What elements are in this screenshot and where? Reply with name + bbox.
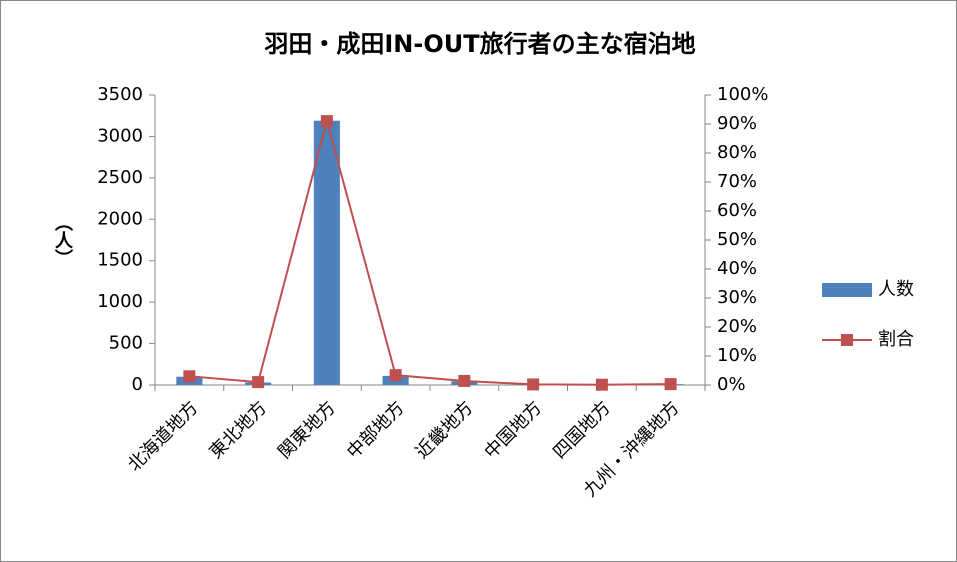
legend-label: 人数 — [878, 279, 914, 300]
y-tick-label: 3500 — [97, 84, 143, 105]
y-tick-label: 1500 — [97, 250, 143, 271]
line-marker — [389, 369, 402, 382]
legend-swatch — [822, 283, 872, 297]
y-tick-label: 3000 — [97, 125, 143, 146]
legend-marker — [841, 334, 853, 346]
y-tick-label: 2500 — [97, 167, 143, 188]
line — [189, 117, 671, 386]
y-tick-label: 500 — [109, 333, 143, 354]
y2-tick-label: 40% — [717, 258, 757, 279]
y2-tick-label: 50% — [717, 229, 757, 250]
line-marker — [320, 115, 333, 128]
y-axis-label: （人） — [52, 213, 73, 267]
y2-tick-label: 20% — [717, 316, 757, 337]
line-marker — [252, 376, 265, 389]
y2-tick-label: 70% — [717, 171, 757, 192]
y2-tick-label: 90% — [717, 113, 757, 134]
line-marker — [527, 378, 540, 391]
line-marker — [458, 374, 471, 387]
y2-tick-label: 10% — [717, 345, 757, 366]
bar — [313, 120, 340, 385]
y2-tick-label: 100% — [717, 84, 768, 105]
legend-label: 割合 — [878, 329, 914, 350]
line-marker — [183, 370, 196, 383]
line-marker — [664, 378, 677, 391]
y-tick-label: 2000 — [97, 208, 143, 229]
y2-tick-label: 80% — [717, 142, 757, 163]
chart-title: 羽田・成田IN-OUT旅行者の主な宿泊地 — [264, 30, 695, 58]
y-tick-label: 0 — [132, 374, 143, 395]
y2-tick-label: 60% — [717, 200, 757, 221]
y-tick-label: 1000 — [97, 291, 143, 312]
y2-tick-label: 0% — [717, 374, 746, 395]
line-marker — [595, 378, 608, 391]
y2-tick-label: 30% — [717, 287, 757, 308]
